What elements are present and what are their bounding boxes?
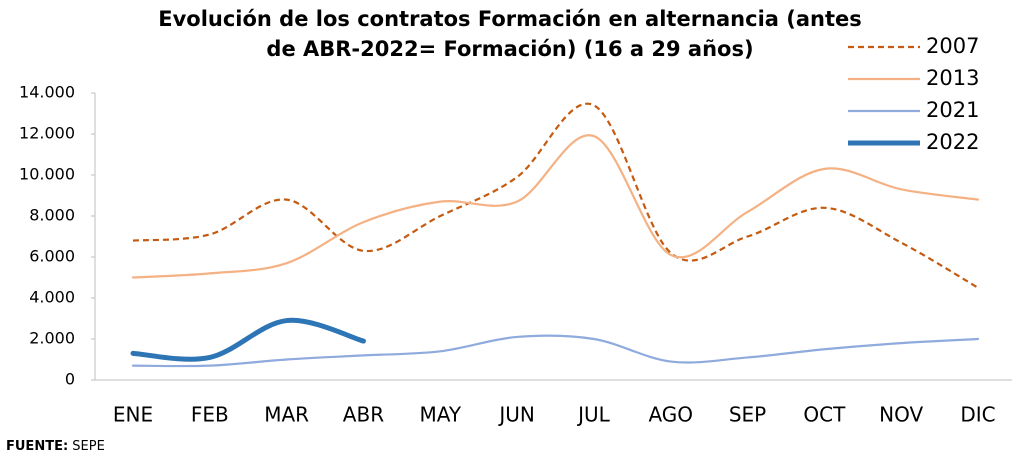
x-tick-label: MAR — [264, 403, 309, 427]
x-tick-label: NOV — [879, 403, 923, 427]
x-tick-label: MAY — [419, 403, 461, 427]
legend-label: 2021 — [926, 98, 979, 122]
x-tick-label: FEB — [191, 403, 229, 427]
source-label: FUENTE: — [6, 439, 68, 454]
x-tick-label: OCT — [803, 403, 846, 427]
y-tick-label: 2.000 — [29, 329, 75, 348]
y-tick-label: 14.000 — [19, 83, 75, 102]
y-tick-label: 4.000 — [29, 288, 75, 307]
y-tick-label: 12.000 — [19, 124, 75, 143]
chart-title: Evolución de los contratos Formación en … — [158, 7, 862, 31]
y-tick-label: 0 — [65, 370, 75, 389]
y-tick-label: 10.000 — [19, 165, 75, 184]
legend-label: 2013 — [926, 66, 979, 90]
y-tick-label: 8.000 — [29, 206, 75, 225]
series-line — [131, 134, 980, 279]
series-line — [130, 317, 366, 362]
x-tick-label: ENE — [113, 403, 153, 427]
x-tick-label: AGO — [648, 403, 693, 427]
x-tick-label: JUN — [497, 403, 535, 427]
series-line — [131, 334, 980, 368]
source-text: SEPE — [72, 439, 105, 454]
legend-label: 2007 — [926, 34, 979, 58]
source: FUENTE: SEPE — [6, 439, 105, 454]
y-tick-label: 6.000 — [29, 247, 75, 266]
x-tick-label: SEP — [729, 403, 766, 427]
x-tick-label: ABR — [343, 403, 384, 427]
chart-title: de ABR-2022= Formación) (16 a 29 años) — [266, 37, 753, 61]
x-tick-label: DIC — [960, 403, 995, 427]
x-tick-label: JUL — [576, 403, 611, 427]
series-line — [132, 102, 979, 289]
legend-label: 2022 — [926, 130, 979, 154]
